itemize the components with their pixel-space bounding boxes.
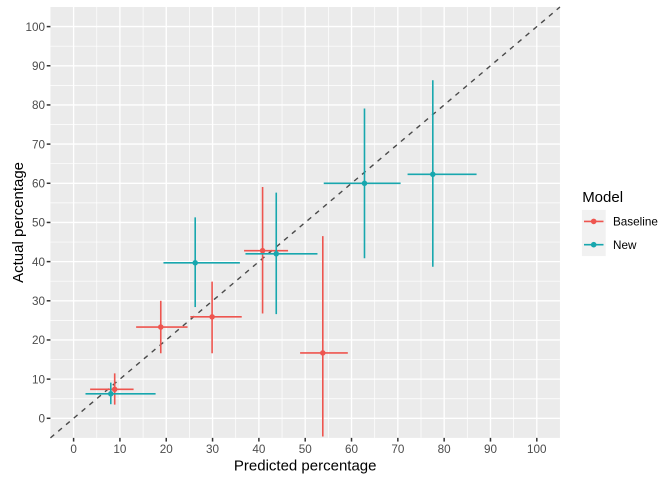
svg-text:40: 40 xyxy=(252,443,266,456)
svg-text:50: 50 xyxy=(32,217,46,230)
svg-text:80: 80 xyxy=(438,443,452,456)
svg-text:80: 80 xyxy=(32,99,46,112)
svg-text:0: 0 xyxy=(38,413,45,426)
svg-text:10: 10 xyxy=(113,443,127,456)
svg-text:30: 30 xyxy=(32,295,46,308)
svg-text:Model: Model xyxy=(582,189,623,206)
svg-text:70: 70 xyxy=(391,443,405,456)
svg-text:30: 30 xyxy=(206,443,220,456)
svg-text:50: 50 xyxy=(299,443,313,456)
svg-text:100: 100 xyxy=(527,443,547,456)
svg-text:Actual percentage: Actual percentage xyxy=(10,162,27,283)
svg-text:New: New xyxy=(613,239,637,252)
svg-text:Baseline: Baseline xyxy=(613,216,658,229)
svg-text:20: 20 xyxy=(32,334,46,347)
svg-text:70: 70 xyxy=(32,138,46,151)
svg-text:60: 60 xyxy=(32,177,46,190)
svg-text:90: 90 xyxy=(484,443,498,456)
svg-text:0: 0 xyxy=(70,443,77,456)
svg-text:100: 100 xyxy=(25,21,45,34)
svg-text:Predicted percentage: Predicted percentage xyxy=(234,457,377,474)
svg-text:90: 90 xyxy=(32,60,46,73)
svg-text:60: 60 xyxy=(345,443,359,456)
svg-text:10: 10 xyxy=(32,373,46,386)
svg-text:20: 20 xyxy=(160,443,174,456)
svg-text:40: 40 xyxy=(32,256,46,269)
